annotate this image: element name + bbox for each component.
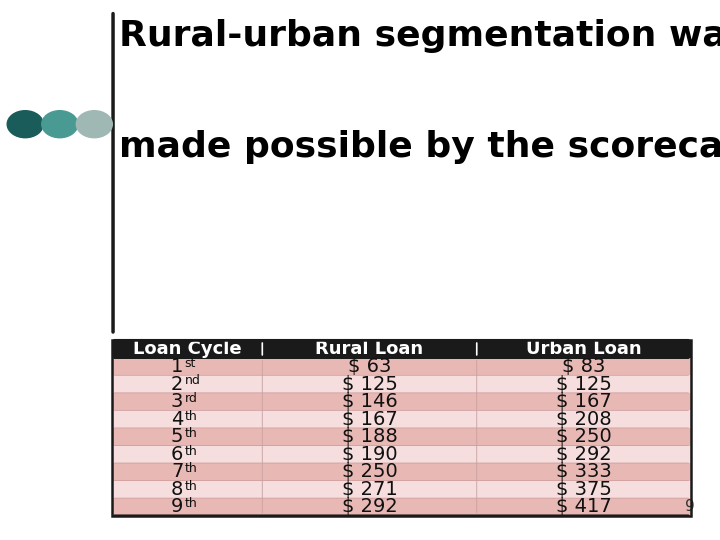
Text: $ 188: $ 188	[342, 427, 397, 446]
Text: Rural-urban segmentation was: Rural-urban segmentation was	[119, 19, 720, 53]
Text: th: th	[185, 409, 197, 422]
Text: $ 292: $ 292	[342, 497, 397, 516]
Text: $ 125: $ 125	[341, 375, 397, 394]
Text: nd: nd	[185, 374, 201, 387]
Text: $ 208: $ 208	[556, 410, 612, 429]
Text: th: th	[185, 480, 197, 492]
Text: Urban Loan: Urban Loan	[526, 340, 642, 358]
Text: $ 125: $ 125	[556, 375, 612, 394]
Text: 7: 7	[171, 462, 184, 481]
Text: $ 250: $ 250	[342, 462, 397, 481]
Text: th: th	[185, 462, 197, 475]
Text: $ 63: $ 63	[348, 357, 391, 376]
Text: 1: 1	[171, 357, 184, 376]
Text: rd: rd	[185, 392, 198, 405]
Text: $ 333: $ 333	[556, 462, 612, 481]
Text: $ 375: $ 375	[556, 480, 612, 499]
Text: 2: 2	[171, 375, 184, 394]
Text: st: st	[185, 357, 196, 370]
Text: $ 292: $ 292	[556, 445, 612, 464]
Text: 9: 9	[685, 499, 695, 514]
Text: Rural Loan: Rural Loan	[315, 340, 423, 358]
Text: 5: 5	[171, 427, 184, 446]
Text: 4: 4	[171, 410, 184, 429]
Text: th: th	[185, 497, 197, 510]
Text: th: th	[185, 444, 197, 457]
Text: $ 417: $ 417	[556, 497, 612, 516]
Text: $ 83: $ 83	[562, 357, 606, 376]
Text: 9: 9	[171, 497, 184, 516]
Text: 6: 6	[171, 445, 184, 464]
Text: $ 271: $ 271	[342, 480, 397, 499]
Text: $ 146: $ 146	[342, 392, 397, 411]
Text: made possible by the scorecard: made possible by the scorecard	[119, 130, 720, 164]
Text: 8: 8	[171, 480, 184, 499]
Text: $ 167: $ 167	[556, 392, 612, 411]
Text: 3: 3	[171, 392, 184, 411]
Text: th: th	[185, 427, 197, 440]
Text: $ 190: $ 190	[342, 445, 397, 464]
Text: $ 167: $ 167	[342, 410, 397, 429]
Text: Loan Cycle: Loan Cycle	[132, 340, 241, 358]
Text: $ 250: $ 250	[556, 427, 612, 446]
